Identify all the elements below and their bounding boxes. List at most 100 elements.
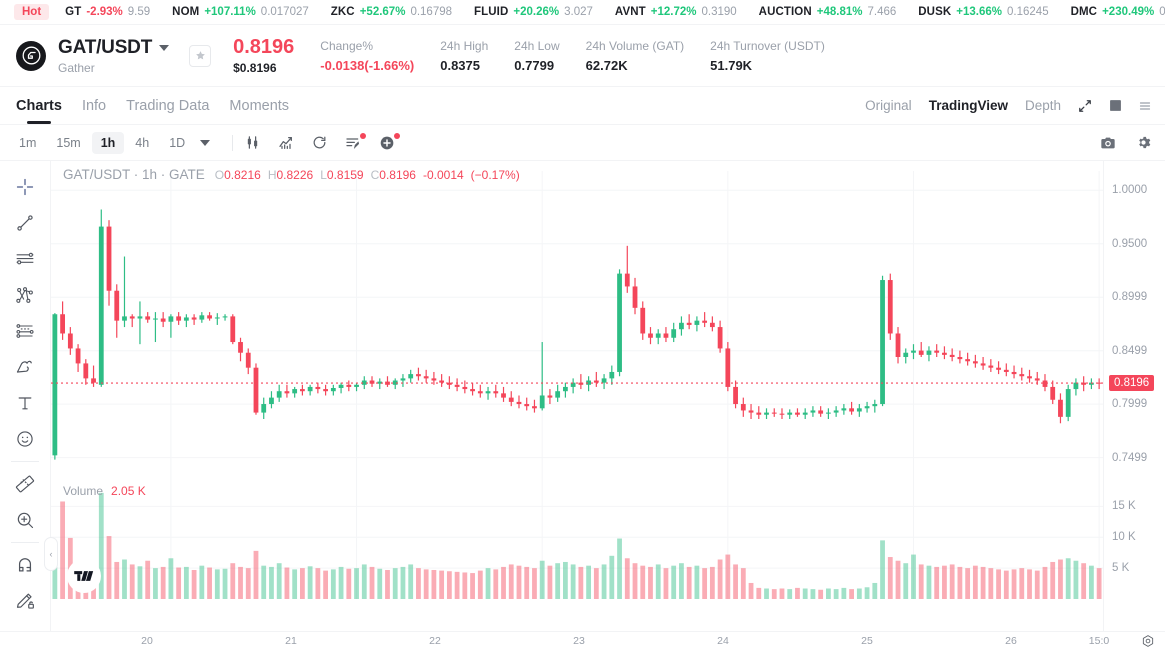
price-axis-tick: 0.7999 <box>1112 398 1148 411</box>
timeframe-1D[interactable]: 1D <box>169 135 186 150</box>
magnet-icon[interactable] <box>8 547 42 583</box>
time-axis-tick: 24 <box>717 635 729 647</box>
fib-retracement-icon[interactable] <box>8 313 42 349</box>
pair-title: GAT/USDT <box>58 36 153 58</box>
ohlc-high-value: 0.8226 <box>276 168 314 182</box>
volume-axis-tick: 10 K <box>1112 531 1136 544</box>
add-indicator-badge <box>394 132 401 139</box>
coin-logo-icon <box>16 40 46 71</box>
camera-snapshot-icon[interactable] <box>1100 135 1116 151</box>
ohlc-close-value: 0.8196 <box>379 168 416 182</box>
layout-square-icon[interactable] <box>1109 99 1122 112</box>
ohlc-open-key: O <box>214 168 225 182</box>
ohlc-high-key: H <box>267 168 277 182</box>
tools-divider-2 <box>11 542 39 543</box>
nav-tab-info[interactable]: Info <box>81 97 107 114</box>
toolbar-divider <box>232 134 234 151</box>
timeframe-more-chevron-icon[interactable] <box>200 139 211 146</box>
chart-legend: GAT/USDT · 1h · GATE O0.8216 H0.8226 L0.… <box>63 167 520 182</box>
chart-legend-title: GAT/USDT · 1h · GATE <box>63 167 205 182</box>
ticker-item[interactable]: NOM +107.11% 0.017027 <box>172 6 309 18</box>
price-axis-tick: 1.0000 <box>1112 184 1148 197</box>
ticker-change: +107.11% <box>204 6 256 18</box>
chart-region: GAT/USDT · 1h · GATE O0.8216 H0.8226 L0.… <box>0 161 1165 631</box>
candlestick-type-icon[interactable] <box>245 135 260 150</box>
nav-tab-trading-data[interactable]: Trading Data <box>126 97 210 114</box>
indicators-icon[interactable] <box>278 135 294 151</box>
text-icon[interactable] <box>8 385 42 421</box>
ohlc-change-pct: (−0.17%) <box>470 168 520 182</box>
time-axis-tick: 21 <box>285 635 297 647</box>
ticker-symbol: ZKC <box>330 6 355 18</box>
order-list-icon[interactable] <box>345 132 367 151</box>
pitchfork-icon[interactable] <box>8 277 42 313</box>
reset-view-icon[interactable] <box>1141 634 1155 648</box>
time-axis-tick: 23 <box>573 635 585 647</box>
ticker-item[interactable]: AUCTION +48.81% 7.466 <box>759 6 897 18</box>
pencil-lock-icon[interactable] <box>8 583 42 619</box>
chart-mode-depth[interactable]: Depth <box>1024 98 1061 113</box>
ruler-icon[interactable] <box>8 466 42 502</box>
coin-name: Gather <box>58 60 95 75</box>
chart-mode-tradingview[interactable]: TradingView <box>928 98 1008 113</box>
trend-line-icon[interactable] <box>8 205 42 241</box>
refresh-icon[interactable] <box>312 135 327 150</box>
add-indicator-icon[interactable] <box>379 132 401 151</box>
ticker-item[interactable]: FLUID +20.26% 3.027 <box>474 6 593 18</box>
time-axis[interactable]: 20 21 22 23 24 25 26 15:0 <box>0 631 1165 651</box>
stat-value: 51.79K <box>710 57 753 73</box>
ticker-change: +20.26% <box>513 6 560 18</box>
favorite-star-button[interactable] <box>189 44 212 67</box>
chart-plot-area[interactable]: GAT/USDT · 1h · GATE O0.8216 H0.8226 L0.… <box>51 161 1103 631</box>
ticker-item[interactable]: DMC +230.49% 0.00227 <box>1071 6 1165 18</box>
volume-legend-label: Volume <box>63 484 104 498</box>
ticker-change: +12.72% <box>650 6 697 18</box>
timeframe-4h[interactable]: 4h <box>135 135 150 150</box>
nav-tab-moments[interactable]: Moments <box>229 97 290 114</box>
chevron-down-icon[interactable] <box>159 44 170 51</box>
price-axis-tick: 0.7499 <box>1112 451 1148 464</box>
chart-toolbar: 1m 15m 1h 4h 1D <box>0 125 1165 161</box>
tradingview-logo-icon[interactable] <box>67 559 101 593</box>
ticker-price: 9.59 <box>127 6 151 18</box>
ticker-item[interactable]: GT -2.93% 9.59 <box>65 6 150 18</box>
brush-icon[interactable] <box>8 349 42 385</box>
chart-mode-original[interactable]: Original <box>865 98 912 113</box>
volume-legend: Volume 2.05 K <box>63 484 146 498</box>
current-price-badge: 0.8196 <box>1109 375 1155 392</box>
ticker-price: 7.466 <box>867 6 897 18</box>
stat-value: 0.7799 <box>514 57 555 73</box>
price-axis[interactable]: 1.0000 0.9500 0.8999 0.8499 0.7999 0.7499 15 … <box>1103 161 1165 631</box>
sidebar-collapse-handle[interactable]: ‹ <box>44 537 58 571</box>
ticker-symbol: FLUID <box>474 6 509 18</box>
pair-identity[interactable]: GAT/USDT Gather <box>58 36 170 75</box>
market-ticker-bar: Hot GT -2.93% 9.59 NOM +107.11% 0.017027 ZKC +5… <box>0 0 1165 25</box>
header-stat: 24h Low 0.7799 <box>514 39 559 73</box>
header-stat: Change% -0.0138(-1.66%) <box>320 39 414 73</box>
menu-icon[interactable] <box>1139 100 1151 112</box>
stat-value: -0.0138(-1.66%) <box>320 57 415 73</box>
stat-value: 62.72K <box>585 57 628 73</box>
timeframe-1m[interactable]: 1m <box>19 135 37 150</box>
ticker-item[interactable]: DUSK +13.66% 0.16245 <box>918 6 1048 18</box>
nav-tab-charts[interactable]: Charts <box>16 87 62 124</box>
time-axis-tick: 25 <box>861 635 873 647</box>
timeframe-15m[interactable]: 15m <box>56 135 81 150</box>
expand-icon[interactable] <box>1078 99 1092 113</box>
price-axis-tick: 0.8999 <box>1112 291 1148 304</box>
stat-label: 24h Turnover (USDT) <box>710 38 825 53</box>
timeframe-1h[interactable]: 1h <box>91 131 125 154</box>
crosshair-icon[interactable] <box>8 169 42 205</box>
volume-legend-value: 2.05 K <box>111 484 146 498</box>
ticker-item[interactable]: ZKC +52.67% 0.16798 <box>331 6 452 18</box>
ticker-symbol: DUSK <box>918 6 952 18</box>
ticker-price: 3.027 <box>564 6 593 18</box>
settings-gear-icon[interactable] <box>1136 135 1151 150</box>
ticker-item[interactable]: AVNT +12.72% 0.3190 <box>615 6 737 18</box>
zoom-in-icon[interactable] <box>8 502 42 538</box>
ticker-change: -2.93% <box>86 6 123 18</box>
emoji-icon[interactable] <box>8 421 42 457</box>
horizontal-lines-icon[interactable] <box>8 241 42 277</box>
current-price-block: 0.8196 $0.8196 <box>233 36 294 75</box>
drawing-tools-sidebar <box>0 161 51 631</box>
